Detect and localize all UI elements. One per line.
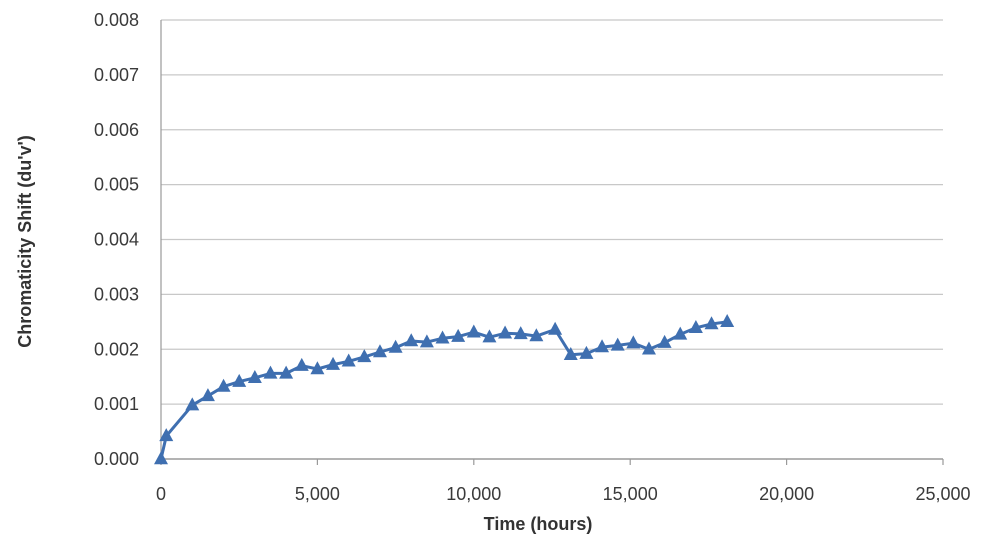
data-point-marker bbox=[404, 333, 419, 347]
data-point-marker bbox=[498, 325, 513, 339]
data-point-marker bbox=[341, 353, 356, 367]
y-axis-title: Chromaticity Shift (du'v') bbox=[15, 135, 35, 348]
x-tick-label: 20,000 bbox=[759, 484, 814, 504]
data-point-marker bbox=[529, 328, 544, 342]
y-tick-label: 0.001 bbox=[94, 394, 139, 414]
y-tick-label: 0.006 bbox=[94, 120, 139, 140]
data-point-marker bbox=[216, 378, 231, 392]
data-series bbox=[154, 314, 735, 465]
data-point-marker bbox=[451, 328, 466, 342]
data-point-marker bbox=[720, 314, 735, 328]
data-point-marker bbox=[279, 365, 294, 379]
data-point-marker bbox=[185, 397, 200, 411]
data-point-marker bbox=[513, 326, 528, 340]
y-tick-label: 0.002 bbox=[94, 339, 139, 359]
data-point-marker bbox=[641, 341, 656, 355]
data-point-marker bbox=[294, 357, 309, 371]
data-point-marker bbox=[247, 369, 262, 383]
y-tick-label: 0.003 bbox=[94, 284, 139, 304]
data-point-marker bbox=[419, 334, 434, 348]
x-axis-title: Time (hours) bbox=[484, 514, 593, 534]
gridlines bbox=[161, 19, 943, 405]
x-tick-label: 25,000 bbox=[915, 484, 970, 504]
x-tick-label: 5,000 bbox=[295, 484, 340, 504]
data-point-marker bbox=[548, 321, 563, 335]
y-tick-label: 0.007 bbox=[94, 65, 139, 85]
data-point-marker bbox=[435, 330, 450, 344]
data-point-marker bbox=[595, 339, 610, 353]
data-point-marker bbox=[626, 335, 641, 349]
data-point-marker bbox=[563, 346, 578, 360]
data-point-marker bbox=[673, 326, 688, 340]
data-point-marker bbox=[688, 320, 703, 334]
data-point-marker bbox=[232, 373, 247, 387]
data-point-marker bbox=[263, 365, 278, 379]
data-point-marker bbox=[357, 349, 372, 363]
data-point-marker bbox=[466, 324, 481, 338]
data-point-marker bbox=[482, 329, 497, 343]
y-tick-label: 0.005 bbox=[94, 175, 139, 195]
data-point-marker bbox=[388, 339, 403, 353]
data-point-marker bbox=[310, 361, 325, 375]
x-tick-label: 0 bbox=[156, 484, 166, 504]
y-tick-labels: 0.000 0.001 0.002 0.003 0.004 0.005 0.006 0.007… bbox=[94, 10, 139, 469]
data-point-marker bbox=[372, 344, 387, 358]
x-tick-label: 15,000 bbox=[603, 484, 658, 504]
axes bbox=[160, 20, 943, 460]
data-point-marker bbox=[579, 345, 594, 359]
y-tick-label: 0.000 bbox=[94, 449, 139, 469]
data-point-marker bbox=[159, 428, 174, 442]
data-point-marker bbox=[704, 316, 719, 330]
data-point-marker bbox=[326, 356, 341, 370]
data-point-marker bbox=[200, 388, 215, 402]
y-tick-label: 0.004 bbox=[94, 230, 139, 250]
x-tick-label: 10,000 bbox=[446, 484, 501, 504]
data-point-marker bbox=[610, 337, 625, 351]
y-tick-label: 0.008 bbox=[94, 10, 139, 30]
data-point-marker bbox=[154, 451, 168, 465]
x-tick-labels: 0 5,000 10,000 15,000 20,000 25,000 bbox=[156, 459, 971, 504]
data-point-marker bbox=[657, 334, 672, 348]
